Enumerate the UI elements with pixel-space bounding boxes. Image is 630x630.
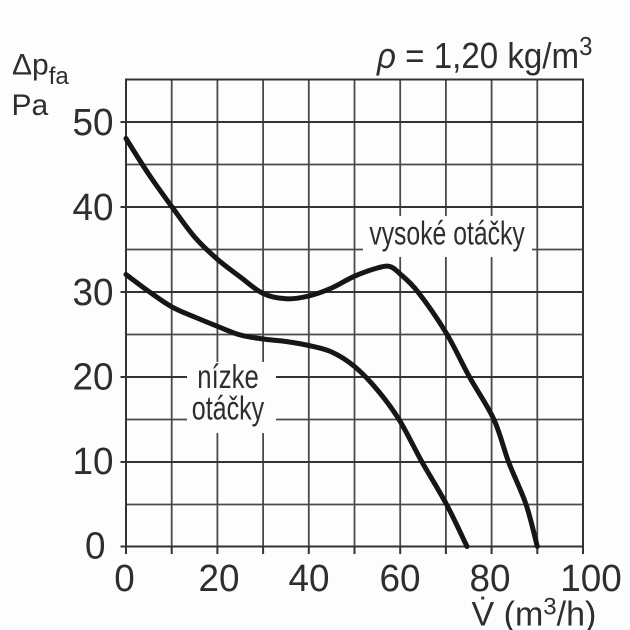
svg-text:0: 0 [114,556,134,599]
svg-text:otáčky: otáčky [192,390,265,427]
svg-text:80: 80 [470,556,511,599]
svg-text:20: 20 [199,556,240,599]
svg-text:Pa: Pa [12,89,49,122]
svg-text:V̇ (m3/h): V̇ (m3/h) [472,594,597,630]
svg-text:40: 40 [289,556,330,599]
svg-text:ρ = 1,20 kg/m3: ρ = 1,20 kg/m3 [376,32,592,76]
svg-text:30: 30 [73,270,114,313]
svg-text:0: 0 [85,524,105,567]
svg-text:60: 60 [380,556,421,599]
svg-text:100: 100 [560,556,621,599]
svg-text:10: 10 [73,439,114,482]
svg-text:50: 50 [73,100,114,143]
svg-text:vysoké otáčky: vysoké otáčky [369,216,525,252]
svg-text:Δpfa: Δpfa [12,49,69,91]
svg-text:nízke: nízke [197,359,258,396]
svg-text:40: 40 [73,185,114,228]
svg-text:20: 20 [73,355,114,398]
